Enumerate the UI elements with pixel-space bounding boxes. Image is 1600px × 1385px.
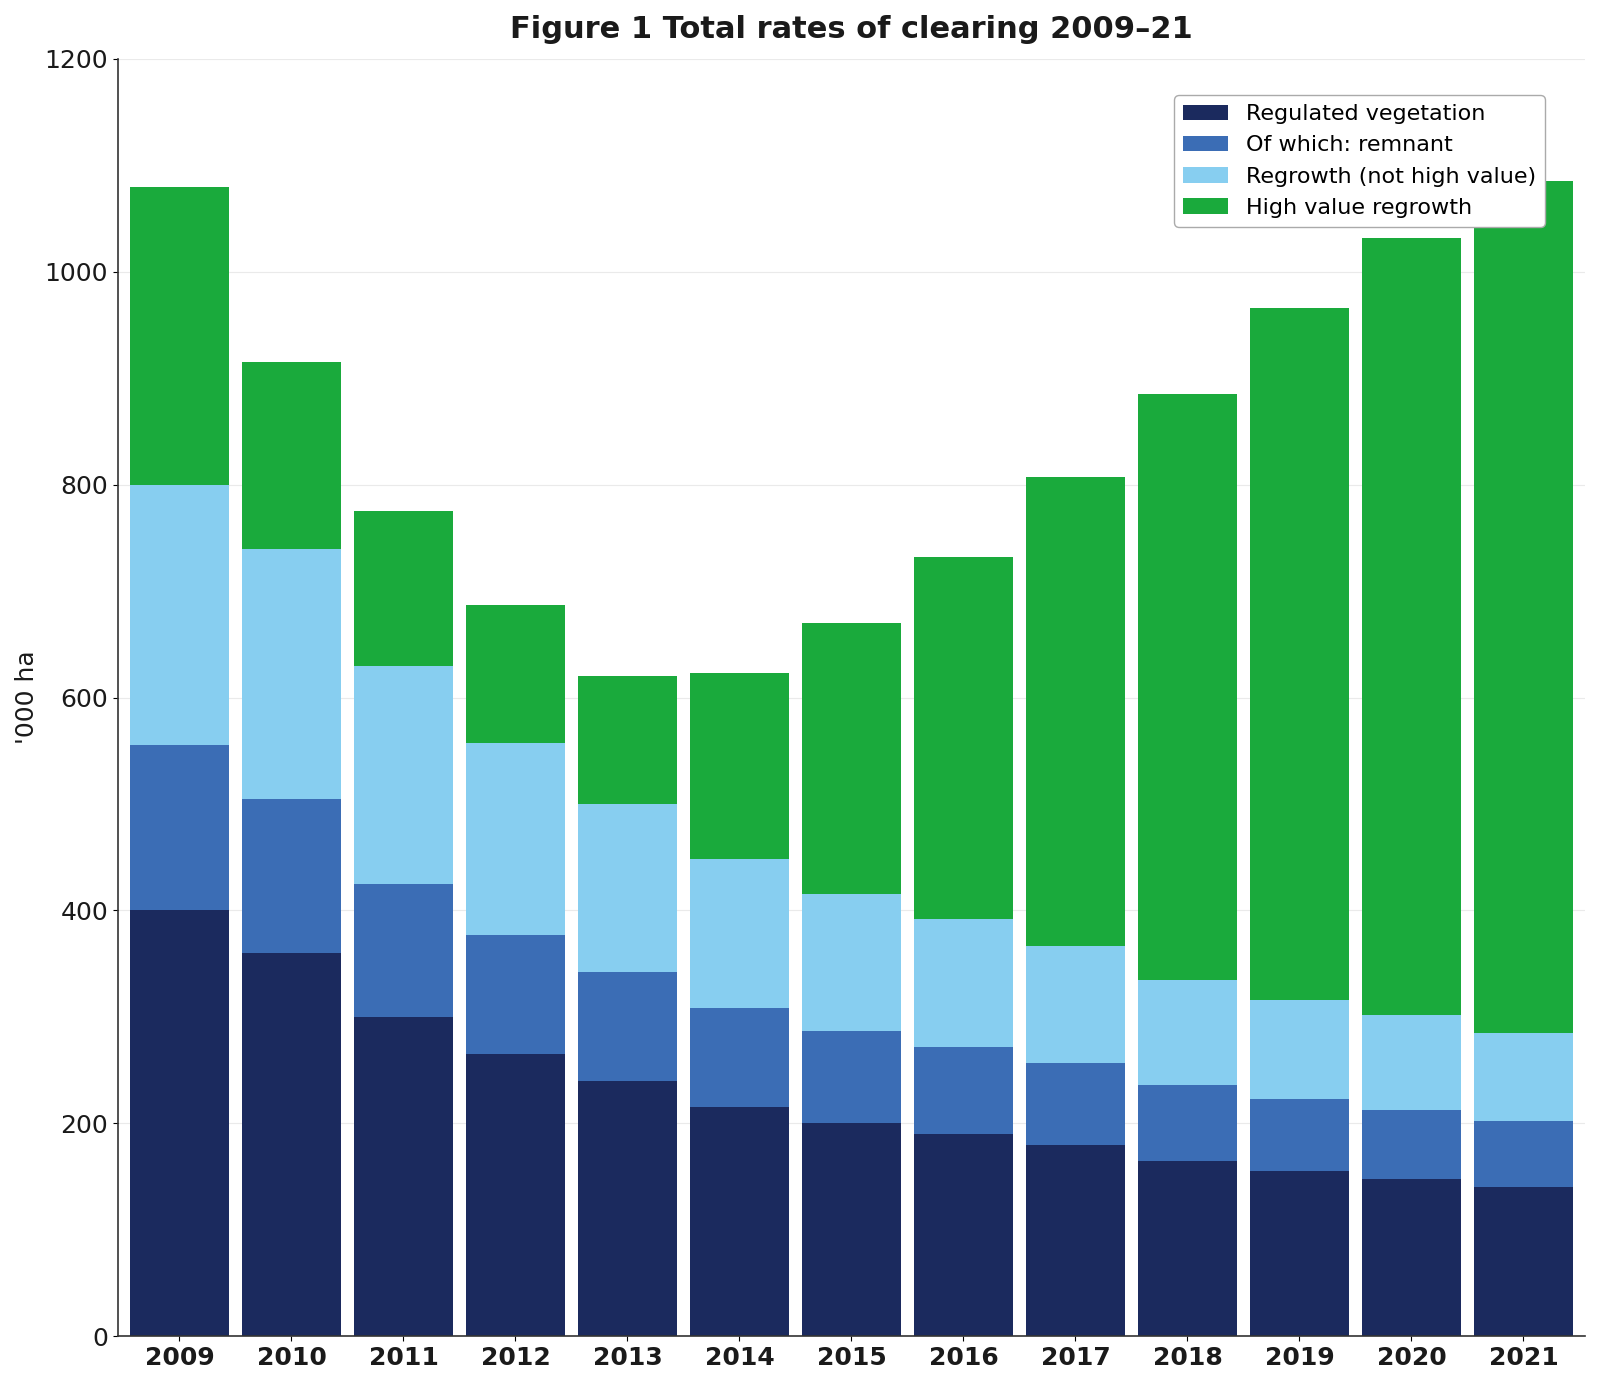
Bar [242, 953, 341, 1337]
Bar [1250, 1172, 1349, 1337]
Bar [1362, 238, 1461, 1015]
Bar [242, 799, 341, 953]
Bar [1138, 395, 1237, 979]
Bar [242, 363, 341, 548]
Bar [1138, 1084, 1237, 1161]
Bar [1026, 946, 1125, 1062]
Bar [130, 745, 229, 910]
Bar [1362, 1109, 1461, 1179]
Bar [354, 511, 453, 666]
Bar [354, 666, 453, 884]
Title: Figure 1 Total rates of clearing 2009–21: Figure 1 Total rates of clearing 2009–21 [510, 15, 1194, 44]
Bar [578, 1080, 677, 1337]
Bar [1250, 1098, 1349, 1172]
Bar [1250, 307, 1349, 1000]
Bar [130, 485, 229, 745]
Bar [1026, 1062, 1125, 1144]
Bar [1474, 1187, 1573, 1337]
Bar [914, 920, 1013, 1047]
Bar [1026, 478, 1125, 946]
Bar [578, 972, 677, 1080]
Bar [354, 1017, 453, 1337]
Bar [130, 910, 229, 1337]
Bar [690, 1108, 789, 1337]
Bar [1362, 1179, 1461, 1337]
Bar [1474, 181, 1573, 1033]
Bar [1138, 979, 1237, 1084]
Bar [1026, 1144, 1125, 1337]
Legend: Regulated vegetation, Of which: remnant, Regrowth (not high value), High value r: Regulated vegetation, Of which: remnant,… [1174, 96, 1544, 227]
Bar [690, 1008, 789, 1108]
Bar [802, 895, 901, 1030]
Bar [690, 859, 789, 1008]
Bar [466, 744, 565, 935]
Bar [466, 605, 565, 744]
Bar [914, 1047, 1013, 1134]
Bar [466, 935, 565, 1054]
Bar [1250, 1000, 1349, 1098]
Bar [1362, 1015, 1461, 1109]
Bar [1138, 1161, 1237, 1337]
Y-axis label: '000 ha: '000 ha [14, 651, 38, 744]
Bar [914, 1134, 1013, 1337]
Bar [354, 884, 453, 1017]
Bar [466, 1054, 565, 1337]
Bar [242, 548, 341, 799]
Bar [578, 676, 677, 805]
Bar [802, 1030, 901, 1123]
Bar [1474, 1122, 1573, 1187]
Bar [802, 1123, 901, 1337]
Bar [578, 805, 677, 972]
Bar [1474, 1033, 1573, 1122]
Bar [914, 557, 1013, 920]
Bar [802, 623, 901, 895]
Bar [130, 187, 229, 485]
Bar [690, 673, 789, 859]
